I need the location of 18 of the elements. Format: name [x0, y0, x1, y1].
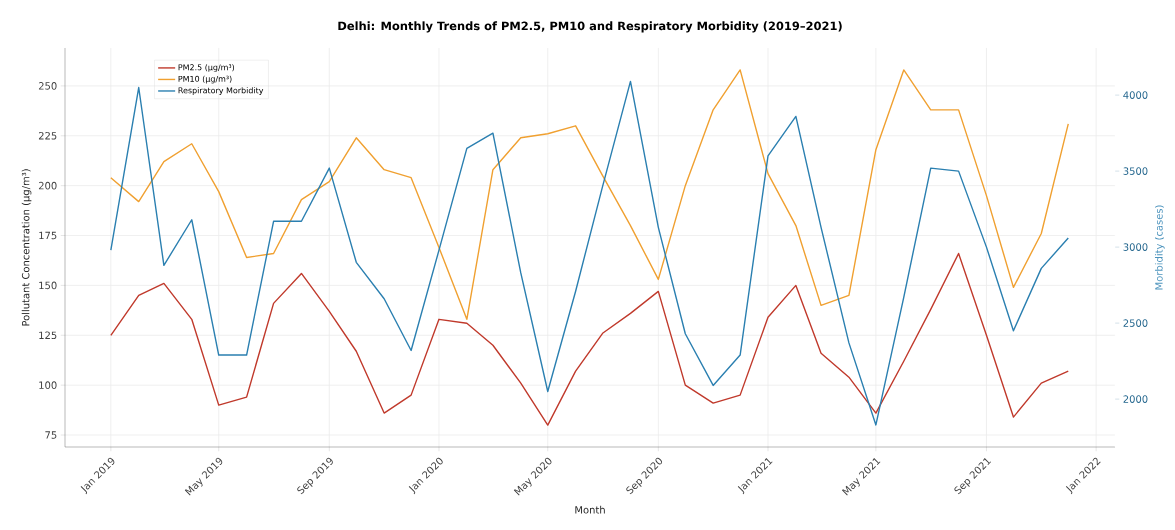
y-tick-label: 150 — [39, 281, 57, 290]
y-tick-label: 100 — [39, 381, 57, 389]
y-tick-label: 125 — [39, 331, 57, 340]
y-tick-label: 200 — [38, 181, 57, 190]
y2-tick-label: 2500 — [1123, 319, 1148, 327]
chart-title: Delhi: Monthly Trends of PM2.5, PM10 and Respiratory Morbidity (2019–2021) — [338, 21, 842, 33]
y2-tick-label: 3000 — [1123, 243, 1148, 251]
y-tick-label: 225 — [38, 132, 57, 140]
y2-tick-label: 3500 — [1123, 167, 1148, 175]
line-series — [110, 252, 1069, 426]
y2-tick-label: 4000 — [1123, 91, 1148, 99]
y2-tick-label: 2000 — [1123, 395, 1148, 403]
y-tick-label: 175 — [39, 231, 57, 240]
y-tick-label: 75 — [45, 431, 57, 439]
x-axis-title: Month — [575, 505, 605, 514]
y-tick-label: 250 — [38, 82, 57, 90]
y-axis-title: Pollutant Concentration (µg/m³) — [21, 169, 32, 326]
y2-axis-title: Morbidity (cases) — [1154, 205, 1165, 290]
